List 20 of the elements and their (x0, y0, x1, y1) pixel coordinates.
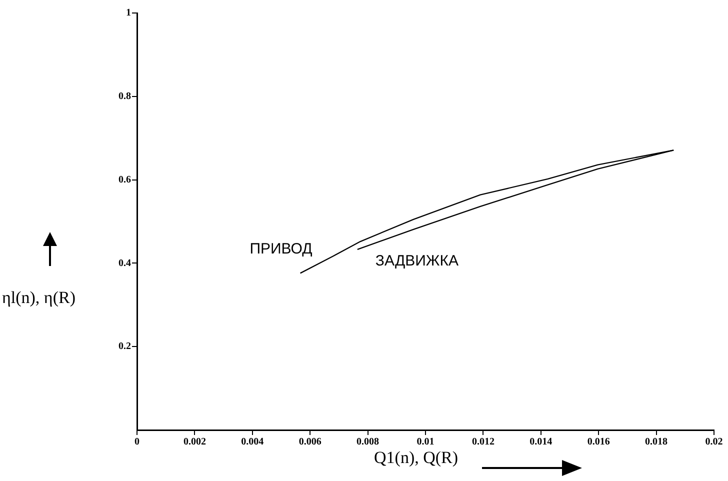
x-axis-title: Q1(n), Q(R) (374, 448, 458, 468)
y-tick-label: 0.2 (118, 341, 131, 352)
x-tick-label: 0.02 (705, 436, 723, 448)
y-tick-label: 0.8 (118, 90, 131, 102)
x-tick-label: 0 (134, 436, 140, 448)
x-tick-label: 0.006 (298, 436, 322, 448)
x-tick-label: 0.002 (183, 436, 206, 448)
x-tick-label: 0.018 (645, 436, 668, 448)
x-tick-label: 0.014 (530, 436, 552, 448)
y-tick-label: 0.4 (118, 258, 131, 269)
x-tick-label: 0.01 (416, 436, 434, 448)
y-axis-title: ηl(n), η(R) (2, 288, 76, 308)
x-tick-label: 0.008 (356, 436, 380, 448)
x-tick-label: 0.012 (472, 436, 494, 448)
x-tick-label: 0.016 (587, 436, 610, 448)
y-tick-label: 0.6 (118, 174, 131, 186)
y-tick-label: 1 (126, 8, 131, 19)
x-tick-label: 0.004 (241, 436, 264, 448)
series-label: ПРИВОД (250, 240, 312, 258)
series-label: ЗАДВИЖКА (375, 252, 459, 270)
